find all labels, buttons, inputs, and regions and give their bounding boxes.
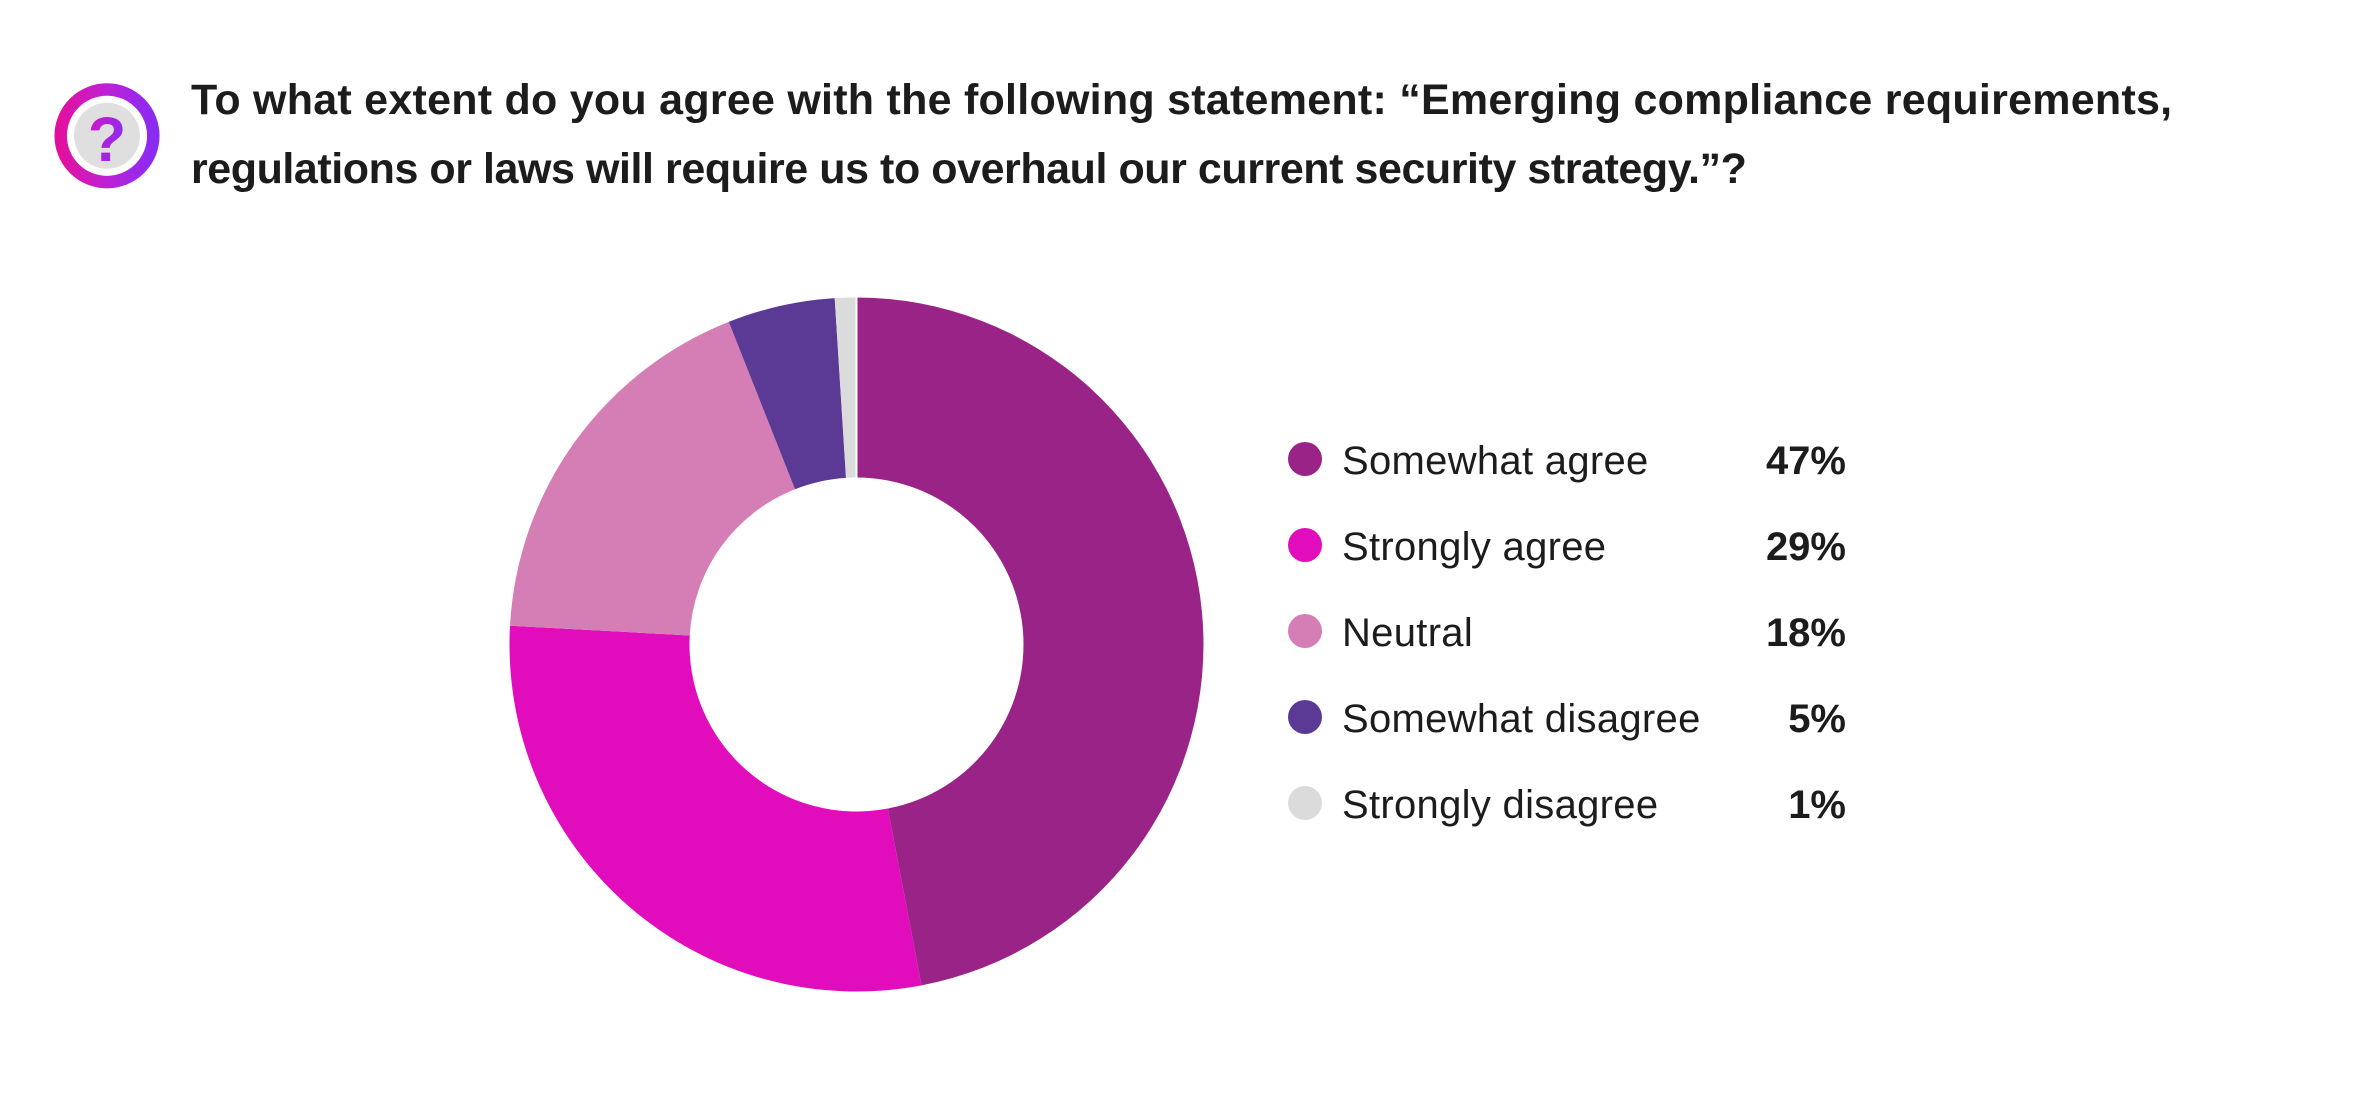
svg-text:?: ? [88, 105, 126, 175]
